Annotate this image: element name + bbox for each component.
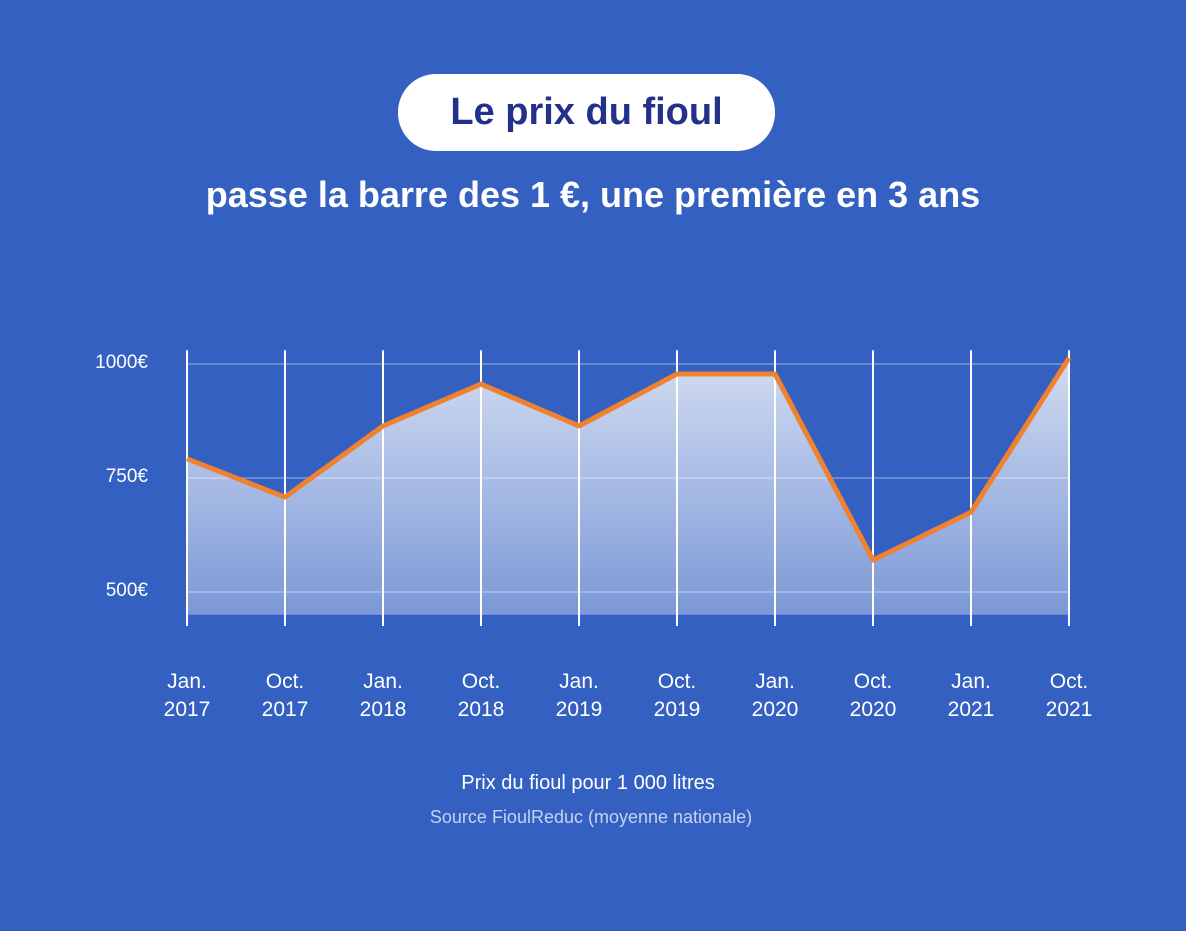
- x-tick-label: Oct. 2019: [653, 670, 701, 721]
- x-tick-label: Jan. 2021: [947, 670, 995, 721]
- x-tick-label: Jan. 2019: [555, 670, 603, 721]
- x-tick-label: Jan. 2018: [359, 670, 407, 721]
- line: [186, 356, 1072, 563]
- x-tick-label: Oct. 2017: [261, 670, 309, 721]
- x-tick-label: Oct. 2021: [1045, 670, 1093, 721]
- x-tick-label: Oct. 2018: [457, 670, 505, 721]
- chart-title: Le prix du fioul: [398, 74, 775, 151]
- caption: Prix du fioul pour 1 000 litres: [461, 772, 715, 794]
- x-tick-label: Jan. 2017: [163, 670, 211, 721]
- x-tick-label: Oct. 2020: [849, 670, 897, 721]
- source: Source FioulReduc (moyenne nationale): [429, 807, 753, 827]
- y-tick-label: 500€: [105, 579, 148, 601]
- x-tick-label: Jan. 2020: [751, 670, 799, 721]
- y-tick-label: 1000€: [95, 351, 148, 373]
- y-tick-label: 750€: [105, 465, 148, 487]
- chart-subtitle: passe la barre des 1 €, une première en …: [205, 174, 981, 215]
- area: [187, 358, 1069, 615]
